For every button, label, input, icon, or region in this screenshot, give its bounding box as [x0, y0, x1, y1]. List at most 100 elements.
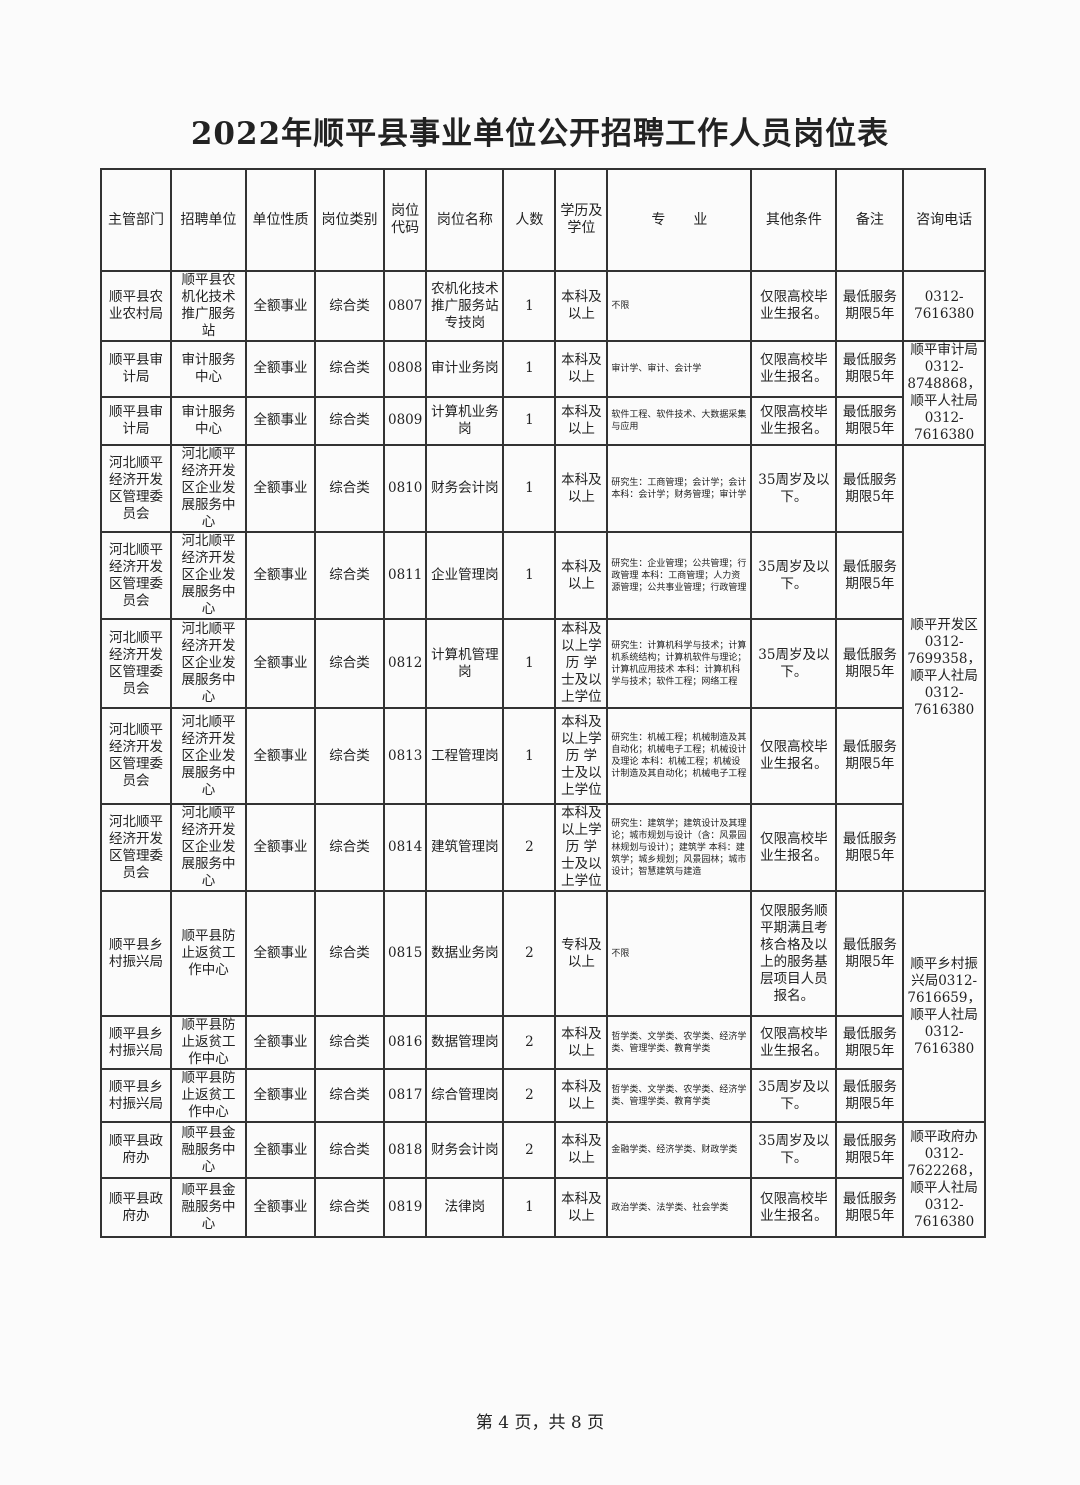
cell-nature: 全额事业: [245, 444, 316, 533]
cell-edu: 本科及以上学历 学士及以上学位: [554, 618, 609, 709]
cell-note: 最低服务期限5年: [835, 1177, 905, 1238]
cell-category: 综合类: [314, 618, 385, 709]
cell-category: 综合类: [314, 270, 385, 342]
cell-unit: 顺平县金融服务中心: [170, 1177, 247, 1238]
cell-nature: 全额事业: [245, 340, 316, 398]
cell-dept: 河北顺平经济开发区管理委员会: [100, 707, 172, 805]
cell-category: 综合类: [314, 1177, 385, 1238]
cell-nature: 全额事业: [245, 1068, 316, 1123]
cell-note: 最低服务期限5年: [835, 1068, 905, 1123]
cell-unit: 河北顺平经济开发区企业发展服务中心: [170, 531, 247, 620]
cell-nature: 全额事业: [245, 1177, 316, 1238]
column-header: 人数: [502, 168, 557, 272]
table-header-row: 主管部门 招聘单位 单位性质 岗位类别 岗位代码 岗位名称 人数 学历及学位专 业其他条件 备注…: [100, 168, 986, 272]
cell-unit: 审计服务中心: [170, 340, 247, 398]
cell-dept: 顺平县乡村振兴局: [100, 890, 172, 1017]
cell-category: 综合类: [314, 1068, 385, 1123]
cell-phone: 顺平乡村振兴局0312-7616659，顺平人社局0312-7616380: [902, 890, 986, 1123]
cell-post: 计算机管理岗: [425, 618, 505, 709]
cell-major: 研究生：计算机科学与技术；计算机系统结构；计算机软件与理论；计算机应用技术 本科…: [606, 618, 753, 709]
cell-unit: 河北顺平经济开发区企业发展服务中心: [170, 707, 247, 805]
column-header: 岗位代码: [382, 168, 428, 272]
cell-other: 仅限高校毕业生报名。: [750, 1177, 838, 1238]
cell-edu: 本科及以上: [554, 1121, 609, 1179]
cell-dept: 顺平县乡村振兴局: [100, 1015, 172, 1070]
cell-note: 最低服务期限5年: [835, 531, 905, 620]
cell-category: 综合类: [314, 531, 385, 620]
table-row: 河北顺平经济开发区管理委员会 河北顺平经济开发区企业发展服务中心 全额事业 综合类 08…: [100, 803, 985, 892]
cell-phone: 顺平审计局0312-8748868，顺平人社局0312-7616380: [902, 340, 986, 446]
cell-count: 2: [502, 1121, 557, 1179]
cell-major: 研究生：企业管理；公共管理；行政管理 本科：工商管理；人力资源管理；公共事业管理…: [606, 531, 753, 620]
cell-major: 哲学类、文学类、农学类、经济学类、管理学类、教育学类: [606, 1068, 753, 1123]
column-header: 其他条件: [750, 168, 838, 272]
cell-code: 0809: [382, 395, 428, 447]
cell-count: 2: [502, 1068, 557, 1123]
cell-count: 1: [502, 340, 557, 398]
cell-code: 0807: [382, 270, 428, 342]
cell-other: 35周岁及以下。: [750, 618, 838, 709]
table-row: 河北顺平经济开发区管理委员会 河北顺平经济开发区企业发展服务中心 全额事业 综合类 08…: [100, 531, 985, 620]
cell-count: 2: [502, 803, 557, 892]
cell-dept: 顺平县审计局: [100, 395, 172, 447]
cell-edu: 本科及以上学历 学士及以上学位: [554, 707, 609, 805]
column-header: 学历及学位: [554, 168, 609, 272]
table-row: 顺平县政府办 顺平县金融服务中心 全额事业 综合类 0818 财务会计岗 2 本科及以上 金融学…: [100, 1121, 986, 1238]
cell-post: 建筑管理岗: [425, 803, 505, 892]
cell-nature: 全额事业: [245, 1121, 316, 1179]
column-header: 主管部门: [100, 168, 172, 272]
cell-other: 仅限高校毕业生报名。: [750, 270, 838, 342]
cell-other: 仅限高校毕业生报名。: [750, 395, 838, 447]
cell-code: 0819: [382, 1177, 428, 1238]
cell-post: 计算机业务岗: [425, 395, 505, 447]
cell-unit: 顺平县农机化技术推广服务站: [170, 270, 247, 342]
cell-count: 1: [502, 707, 557, 805]
cell-category: 综合类: [314, 1015, 385, 1070]
cell-unit: 河北顺平经济开发区企业发展服务中心: [170, 444, 247, 533]
cell-category: 综合类: [314, 803, 385, 892]
cell-count: 2: [502, 890, 557, 1017]
cell-post: 企业管理岗: [425, 531, 505, 620]
cell-nature: 全额事业: [245, 707, 316, 805]
cell-edu: 本科及以上: [554, 1177, 609, 1238]
cell-major: 不限: [606, 890, 753, 1017]
cell-post: 财务会计岗: [425, 444, 505, 533]
cell-major: 审计学、审计、会计学: [606, 340, 753, 398]
cell-post: 综合管理岗: [425, 1068, 505, 1123]
cell-edu: 本科及以上: [554, 340, 609, 398]
cell-category: 综合类: [314, 395, 385, 447]
cell-post: 工程管理岗: [425, 707, 505, 805]
cell-other: 仅限高校毕业生报名。: [750, 340, 838, 398]
cell-nature: 全额事业: [245, 395, 316, 447]
cell-other: 35周岁及以下。: [750, 444, 838, 533]
cell-dept: 河北顺平经济开发区管理委员会: [100, 444, 172, 533]
cell-post: 审计业务岗: [425, 340, 505, 398]
job-table: 主管部门 招聘单位 单位性质 岗位类别 岗位代码 岗位名称 人数 学历及学位专 业其他条件 备注…: [100, 168, 986, 1238]
cell-edu: 本科及以上: [554, 444, 609, 533]
cell-count: 1: [502, 270, 557, 342]
cell-code: 0818: [382, 1121, 428, 1179]
cell-dept: 顺平县审计局: [100, 340, 172, 398]
cell-edu: 本科及以上: [554, 270, 609, 342]
cell-major: 研究生：工商管理；会计学；会计 本科：会计学；财务管理；审计学: [606, 444, 753, 533]
cell-dept: 河北顺平经济开发区管理委员会: [100, 618, 172, 709]
cell-unit: 河北顺平经济开发区企业发展服务中心: [170, 803, 247, 892]
cell-category: 综合类: [314, 1121, 385, 1179]
table-row: 顺平县农业农村局 顺平县农机化技术推广服务站 全额事业 综合类 0807 农机化技术推广服…: [100, 270, 986, 342]
table-row: 河北顺平经济开发区管理委员会 河北顺平经济开发区企业发展服务中心 全额事业 综合类 08…: [100, 707, 985, 805]
table-row: 顺平县审计局 审计服务中心 全额事业 综合类 0808 审计业务岗 1 本科及以上 审计学、审计…: [100, 340, 986, 446]
cell-edu: 本科及以上: [554, 531, 609, 620]
cell-note: 最低服务期限5年: [835, 618, 905, 709]
cell-count: 1: [502, 395, 557, 447]
cell-note: 最低服务期限5年: [835, 395, 905, 447]
cell-note: 最低服务期限5年: [835, 340, 905, 398]
cell-note: 最低服务期限5年: [835, 1015, 905, 1070]
cell-other: 仅限服务顺平期满且考核合格及以上的服务基层项目人员报名。: [750, 890, 838, 1017]
cell-edu: 本科及以上: [554, 1015, 609, 1070]
cell-count: 1: [502, 1177, 557, 1238]
cell-note: 最低服务期限5年: [835, 890, 905, 1017]
cell-note: 最低服务期限5年: [835, 707, 905, 805]
cell-post: 法律岗: [425, 1177, 505, 1238]
column-header: 单位性质: [245, 168, 316, 272]
column-header: 专 业: [606, 168, 753, 272]
